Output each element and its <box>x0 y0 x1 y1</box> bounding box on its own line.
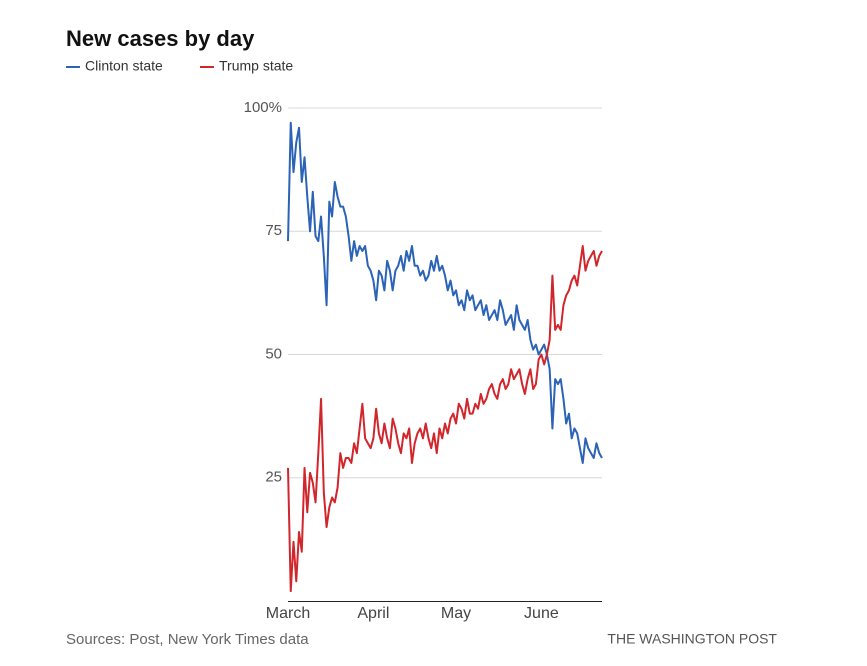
chart-title: New cases by day <box>66 26 255 51</box>
y-tick-label: 25 <box>265 469 282 486</box>
series-line <box>287 245 603 593</box>
legend-label: Clinton state <box>85 58 163 74</box>
x-tick-label: June <box>524 605 559 622</box>
series-line <box>287 121 603 464</box>
y-tick-label: 50 <box>265 345 282 362</box>
source-note: Sources: Post, New York Times data <box>66 631 309 648</box>
x-tick-label: May <box>441 605 471 622</box>
credit: THE WASHINGTON POST <box>607 631 777 647</box>
y-tick-label: 75 <box>265 222 282 239</box>
x-tick-label: March <box>266 605 310 622</box>
legend-label: Trump state <box>219 58 293 74</box>
x-tick-label: April <box>357 605 389 622</box>
y-tick-label: 100% <box>244 99 282 116</box>
